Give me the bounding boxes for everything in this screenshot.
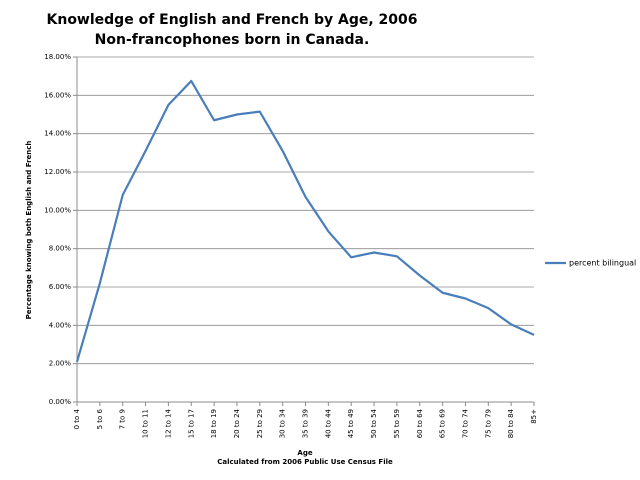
x-tick-label: 60 to 64 [416,408,424,438]
x-tick-label: 0 to 4 [73,408,81,429]
x-tick-label: 40 to 44 [324,408,332,438]
x-tick-label: 55 to 59 [393,409,401,438]
x-tick-label: 85+ [530,409,538,424]
y-tick-label: 18.00% [44,53,71,61]
y-tick-label: 14.00% [44,130,71,138]
x-tick-label: 50 to 54 [370,408,378,438]
x-tick-label: 5 to 6 [96,408,104,429]
x-tick-label: 7 to 9 [119,409,127,429]
x-tick-label: 10 to 11 [142,409,150,438]
y-tick-label: 16.00% [44,91,71,99]
chart-title: Knowledge of English and French by Age, … [47,12,418,28]
y-tick-label: 2.00% [49,360,72,368]
chart-subtitle: Non-francophones born in Canada. [95,32,370,48]
x-tick-label: 70 to 74 [461,408,469,438]
chart-note: Calculated from 2006 Public Use Census F… [217,458,393,466]
y-tick-label: 8.00% [49,245,72,253]
x-tick-label: 45 to 49 [347,409,355,438]
x-axis-label: Age [297,449,312,457]
y-tick-label: 4.00% [49,321,72,329]
x-tick-label: 25 to 29 [256,409,264,438]
x-tick-label: 12 to 14 [164,408,172,438]
y-axis-label: Percentage knowing both English and Fren… [25,141,33,320]
x-tick-label: 75 to 79 [484,409,492,438]
x-tick-label: 30 to 34 [279,408,287,438]
x-tick-label: 35 to 39 [302,409,310,438]
legend-label: percent bilingual [569,259,636,268]
x-tick-label: 65 to 69 [439,409,447,438]
y-tick-label: 10.00% [44,206,71,214]
y-tick-label: 12.00% [44,168,71,176]
data-line [75,79,535,363]
x-tick-label: 20 to 24 [233,408,241,438]
x-tick-label: 18 to 19 [210,409,218,438]
x-tick-label: 80 to 84 [507,408,515,438]
y-tick-label: 0.00% [49,398,72,406]
y-tick-label: 6.00% [49,283,72,291]
x-tick-label: 15 to 17 [187,409,195,438]
